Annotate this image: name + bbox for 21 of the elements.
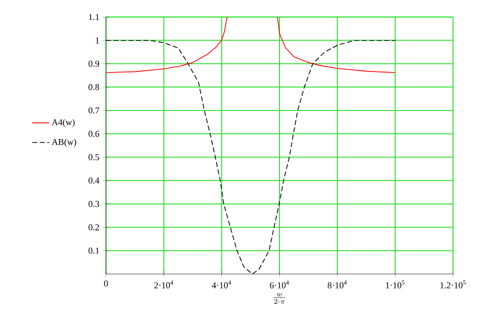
y-tick-label: 1 [96,37,99,44]
y-tick-label: 0.8 [88,84,100,90]
y-tick-label: 0.9 [88,60,100,67]
x-tick-label: 6·10$^{4}$ [270,280,289,288]
legend-label: A4(w) [52,118,75,128]
x-axis-title: $\frac{w}{2\cdot\pi}$ [274,293,286,304]
y-tick-label: 0.4 [88,177,100,184]
x-tick-label: 0 [104,280,108,287]
y-tick-label: 0.6 [88,130,100,137]
y-tick-label: 0.5 [88,154,100,160]
x-tick-label: 8·10$^{4}$ [328,280,347,288]
y-tick-label: 0.1 [88,248,99,254]
x-tick-label: 2·10$^{4}$ [154,280,174,288]
x-tick-label: 1·10$^{5}$ [386,280,404,288]
y-tick-label: 0.3 [88,200,100,207]
y-tick-label: 0.2 [88,224,99,230]
x-tick-label: 4·10$^{4}$ [212,280,232,288]
x-tick-label: 1.2·10$^{5}$ [440,280,466,288]
y-tick-label: 0.7 [88,107,100,114]
legend-label: AB(w) [52,138,76,147]
y-tick-label: 1.1 [89,14,99,20]
